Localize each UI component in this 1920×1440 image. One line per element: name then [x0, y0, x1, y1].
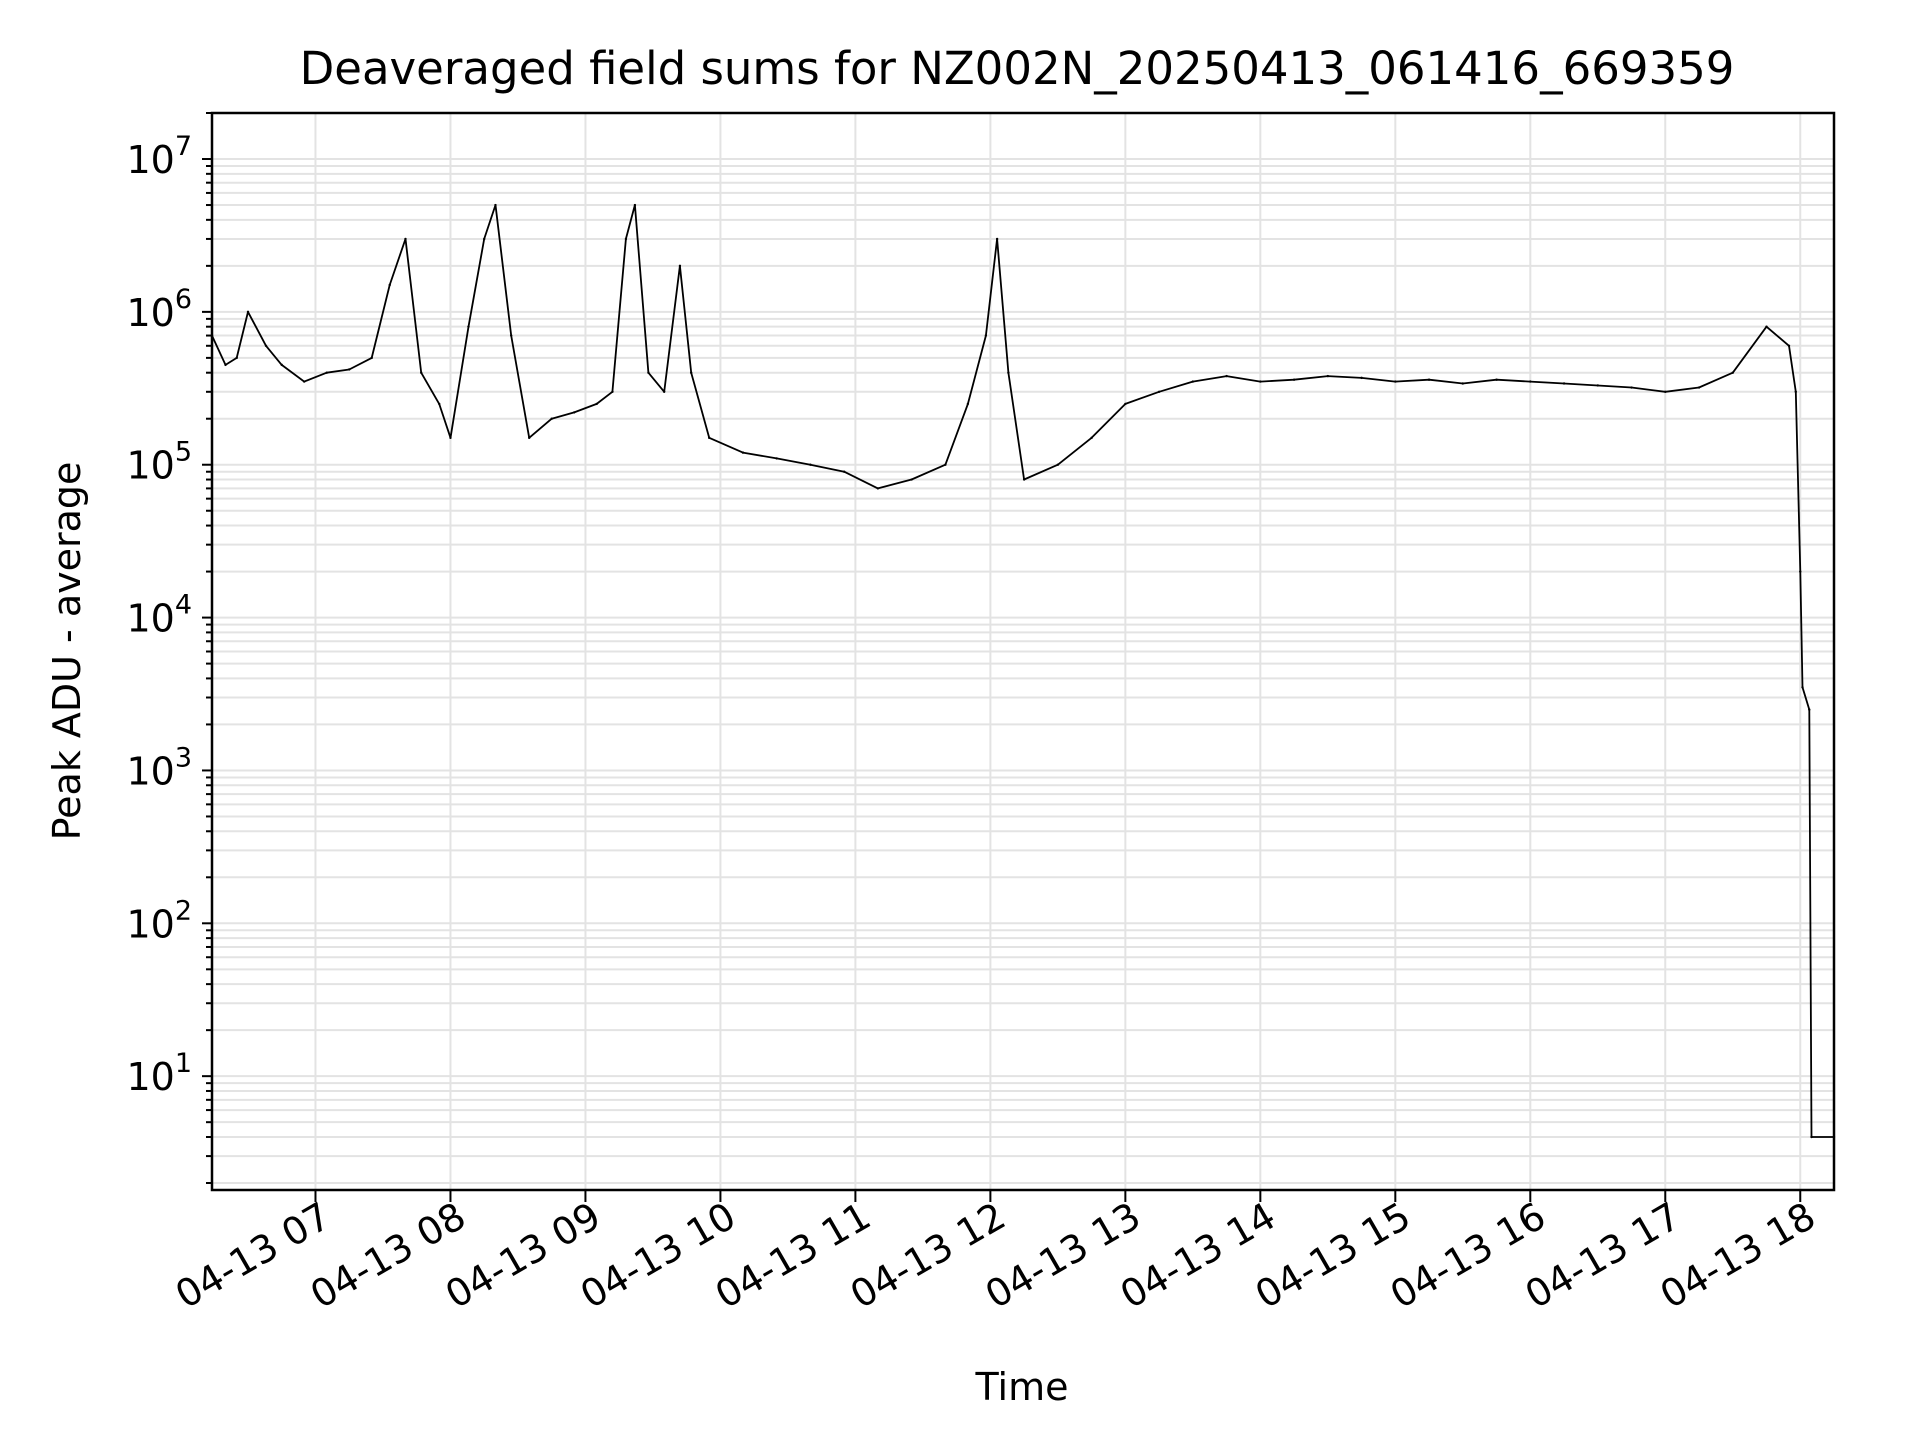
series-line — [211, 204, 1834, 1138]
data-point — [1731, 371, 1734, 374]
data-point — [1787, 344, 1791, 347]
data-point — [1124, 402, 1127, 406]
data-point — [741, 451, 745, 454]
y-tick-label: 102 — [126, 895, 192, 946]
data-point — [572, 411, 576, 414]
y-tick-mantissa: 10 — [126, 291, 174, 335]
data-point — [1259, 380, 1262, 383]
y-tick-label: 105 — [126, 437, 192, 488]
data-point — [1394, 380, 1397, 383]
y-tick-exponent: 4 — [175, 590, 192, 621]
data-point — [624, 237, 628, 241]
data-point — [1022, 478, 1026, 481]
y-tick-mantissa: 10 — [126, 138, 174, 182]
data-point — [1801, 686, 1804, 689]
data-point — [264, 344, 268, 347]
data-point — [449, 436, 452, 440]
data-point — [944, 463, 947, 466]
data-point — [1630, 386, 1633, 389]
y-tick-mantissa: 10 — [126, 597, 174, 641]
data-point — [1808, 708, 1811, 711]
data-point — [438, 402, 441, 406]
data-point — [483, 237, 486, 241]
data-point — [1596, 384, 1599, 387]
data-point — [611, 390, 614, 393]
data-point — [1529, 380, 1532, 383]
data-point — [1765, 325, 1768, 328]
data-point — [528, 436, 531, 440]
data-point — [224, 363, 227, 367]
data-point — [1191, 380, 1195, 383]
data-point — [984, 334, 988, 337]
data-point — [876, 487, 880, 490]
data-point — [420, 371, 423, 374]
y-tick-mantissa: 10 — [126, 1055, 174, 1099]
y-tick-label: 103 — [126, 742, 192, 793]
data-point — [707, 436, 711, 440]
data-point — [1562, 382, 1566, 385]
data-point — [1326, 374, 1330, 378]
data-point — [1360, 376, 1363, 380]
data-point — [1056, 463, 1060, 466]
x-axis-label: Time — [975, 1365, 1069, 1409]
y-tick-label: 104 — [126, 590, 192, 641]
data-point — [689, 371, 693, 374]
data-point — [348, 368, 351, 371]
series-group — [210, 203, 1836, 1139]
data-point — [842, 470, 846, 473]
data-point — [510, 334, 513, 337]
data-point — [246, 310, 250, 314]
data-point — [775, 457, 778, 460]
data-point — [494, 203, 497, 207]
data-point — [1427, 378, 1431, 381]
data-point — [809, 463, 812, 466]
y-axis-label: Peak ADU - average — [45, 462, 89, 841]
data-point — [235, 356, 238, 360]
data-point — [966, 402, 970, 406]
chart-title: Deaveraged field sums for NZ002N_2025041… — [300, 42, 1735, 95]
data-point — [325, 371, 328, 374]
data-point — [678, 264, 682, 268]
y-tick-exponent: 1 — [175, 1048, 192, 1079]
y-tick-mantissa: 10 — [126, 902, 174, 946]
data-point — [467, 325, 470, 328]
y-tick-exponent: 7 — [175, 131, 192, 162]
data-point — [595, 402, 598, 406]
data-point — [1495, 378, 1498, 381]
y-tick-mantissa: 10 — [126, 444, 174, 488]
data-point — [662, 390, 666, 393]
data-point — [647, 371, 650, 374]
data-point — [1090, 436, 1093, 440]
data-point — [1157, 390, 1161, 393]
y-tick-exponent: 2 — [175, 895, 192, 926]
data-point — [995, 237, 999, 241]
data-point — [1461, 382, 1465, 385]
data-point — [633, 203, 637, 207]
y-tick-label: 106 — [126, 284, 192, 335]
data-point — [910, 478, 913, 481]
y-tick-label: 107 — [126, 131, 192, 182]
y-tick-exponent: 3 — [175, 742, 192, 773]
y-tick-exponent: 5 — [175, 437, 192, 468]
y-tick-exponent: 6 — [175, 284, 192, 315]
data-point — [1799, 570, 1802, 573]
data-point — [370, 356, 373, 360]
data-point — [1794, 390, 1797, 393]
data-point — [1664, 390, 1667, 393]
data-point — [303, 380, 306, 383]
data-point — [550, 417, 553, 420]
data-point — [1007, 371, 1010, 374]
y-tick-label: 101 — [126, 1048, 192, 1099]
data-point — [280, 363, 283, 367]
y-tick-mantissa: 10 — [126, 749, 174, 793]
data-point — [404, 237, 407, 241]
data-point — [1697, 386, 1701, 389]
grid — [212, 112, 1834, 1190]
data-point — [1292, 378, 1296, 381]
data-point — [1225, 374, 1228, 378]
data-point — [388, 283, 391, 287]
data-point — [1810, 1135, 1813, 1139]
